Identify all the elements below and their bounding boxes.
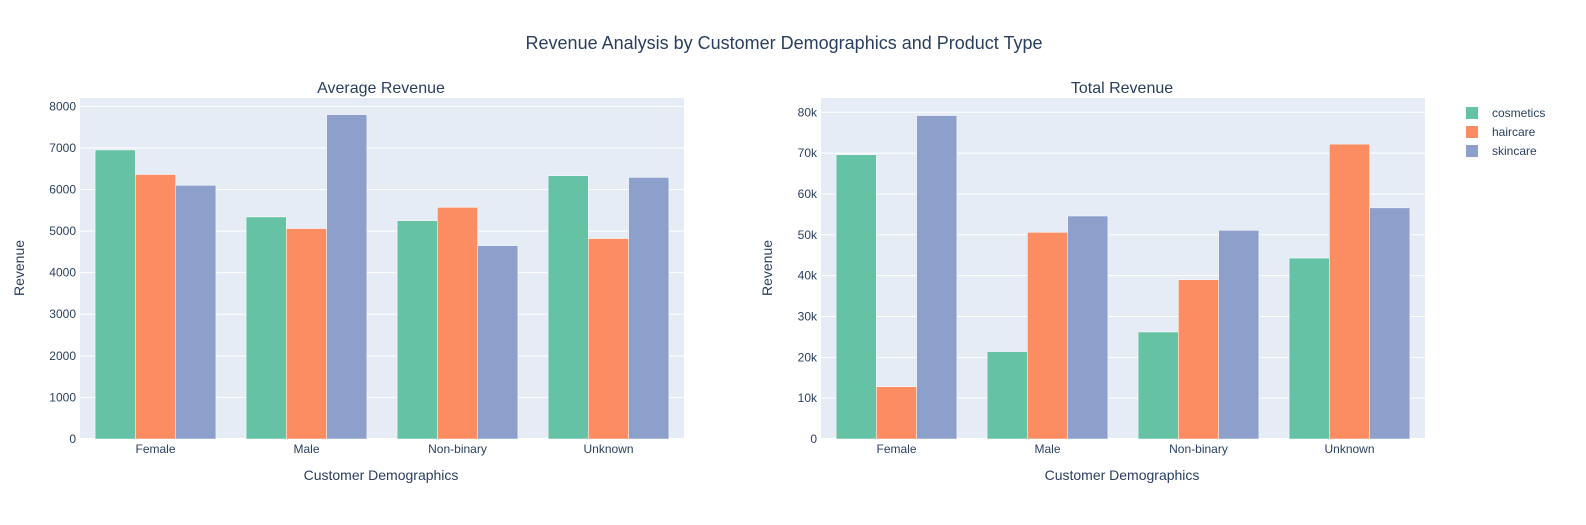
plot-content-total: 0 10k 20k 30k 40k 50k 60k 70k 80k Female Male Non-b… xyxy=(798,105,1425,456)
subplot-title-total: Total Revenue xyxy=(1071,80,1173,97)
x-tick-label-total-unknown: Unknown xyxy=(1324,442,1374,456)
bar-average-haircare-female[interactable] xyxy=(135,174,176,440)
legend-item-haircare[interactable]: haircare xyxy=(1466,125,1536,139)
bar-total-cosmetics-male[interactable] xyxy=(986,351,1028,440)
y-tick-label-total-1: 10k xyxy=(798,391,818,405)
bar-total-haircare-non-binary[interactable] xyxy=(1178,279,1219,440)
main-title: Revenue Analysis by Customer Demographic… xyxy=(526,33,1043,53)
bar-average-haircare-unknown[interactable] xyxy=(588,238,629,440)
legend-label-haircare: haircare xyxy=(1492,125,1536,139)
legend: cosmetics haircare skincare xyxy=(1466,106,1545,158)
x-tick-label-average-non-binary: Non-binary xyxy=(428,442,487,456)
bar-average-cosmetics-male[interactable] xyxy=(245,216,287,440)
bar-total-cosmetics-non-binary[interactable] xyxy=(1137,331,1179,440)
y-tick-label-total-4: 40k xyxy=(798,269,818,283)
y-tick-label-average-0: 0 xyxy=(69,432,76,446)
bar-average-cosmetics-non-binary[interactable] xyxy=(396,220,438,440)
legend-item-cosmetics[interactable]: cosmetics xyxy=(1466,106,1545,120)
bar-average-skincare-female[interactable] xyxy=(175,185,217,440)
bar-average-skincare-non-binary[interactable] xyxy=(477,245,519,440)
bar-average-skincare-unknown[interactable] xyxy=(628,177,670,440)
legend-swatch-haircare xyxy=(1466,126,1478,138)
plot-content-average: 0 1000 2000 3000 4000 5000 6000 7000 8000 Female M… xyxy=(49,99,684,456)
y-tick-label-average-4: 4000 xyxy=(49,266,76,280)
y-tick-label-total-2: 20k xyxy=(798,350,818,364)
x-axis-title-average: Customer Demographics xyxy=(304,467,459,483)
y-tick-label-average-1: 1000 xyxy=(49,390,76,404)
legend-swatch-cosmetics xyxy=(1466,107,1478,119)
y-axis-title-total: Revenue xyxy=(759,240,775,296)
x-axis-title-total: Customer Demographics xyxy=(1045,467,1200,483)
bar-total-skincare-unknown[interactable] xyxy=(1369,207,1411,440)
subplot-title-average: Average Revenue xyxy=(317,80,445,97)
bar-total-cosmetics-female[interactable] xyxy=(835,154,877,440)
bar-total-skincare-non-binary[interactable] xyxy=(1218,230,1260,440)
x-tick-label-total-male: Male xyxy=(1034,442,1060,456)
x-tick-label-total-non-binary: Non-binary xyxy=(1169,442,1228,456)
bar-average-haircare-non-binary[interactable] xyxy=(437,207,478,440)
y-tick-label-total-3: 30k xyxy=(798,309,818,323)
y-tick-label-total-5: 50k xyxy=(798,228,818,242)
y-tick-label-average-2: 2000 xyxy=(49,349,76,363)
y-tick-label-total-0: 0 xyxy=(810,432,817,446)
y-tick-label-total-7: 70k xyxy=(798,146,818,160)
legend-swatch-skincare xyxy=(1466,145,1478,157)
bar-total-haircare-unknown[interactable] xyxy=(1329,143,1370,440)
y-tick-label-total-6: 60k xyxy=(798,187,818,201)
x-tick-label-average-unknown: Unknown xyxy=(583,442,633,456)
legend-label-skincare: skincare xyxy=(1492,144,1537,158)
legend-item-skincare[interactable]: skincare xyxy=(1466,144,1537,158)
bar-total-skincare-male[interactable] xyxy=(1067,215,1109,440)
bar-average-skincare-male[interactable] xyxy=(326,114,368,440)
subplot-average-revenue: Average Revenue 0 1000 2000 3000 4000 5000 600… xyxy=(11,80,684,483)
y-tick-label-average-3: 3000 xyxy=(49,307,76,321)
x-tick-label-average-male: Male xyxy=(293,442,319,456)
legend-label-cosmetics: cosmetics xyxy=(1492,106,1545,120)
bar-average-cosmetics-unknown[interactable] xyxy=(547,175,589,440)
bar-total-haircare-male[interactable] xyxy=(1027,232,1068,440)
bar-total-skincare-female[interactable] xyxy=(916,115,958,440)
y-tick-label-average-6: 6000 xyxy=(49,182,76,196)
bar-total-cosmetics-unknown[interactable] xyxy=(1288,257,1330,440)
x-tick-label-average-female: Female xyxy=(135,442,175,456)
x-tick-label-total-female: Female xyxy=(876,442,916,456)
bar-total-haircare-female[interactable] xyxy=(876,386,917,440)
y-tick-label-average-7: 7000 xyxy=(49,141,76,155)
y-tick-label-total-8: 80k xyxy=(798,105,818,119)
subplot-total-revenue: Total Revenue 0 10k 20k 30k 40k 50k 60k 70k 80k F… xyxy=(759,80,1425,483)
bar-average-cosmetics-female[interactable] xyxy=(94,149,136,440)
bar-average-haircare-male[interactable] xyxy=(286,228,327,440)
y-axis-title-average: Revenue xyxy=(11,240,27,296)
y-tick-label-average-8: 8000 xyxy=(49,99,76,113)
y-tick-label-average-5: 5000 xyxy=(49,224,76,238)
